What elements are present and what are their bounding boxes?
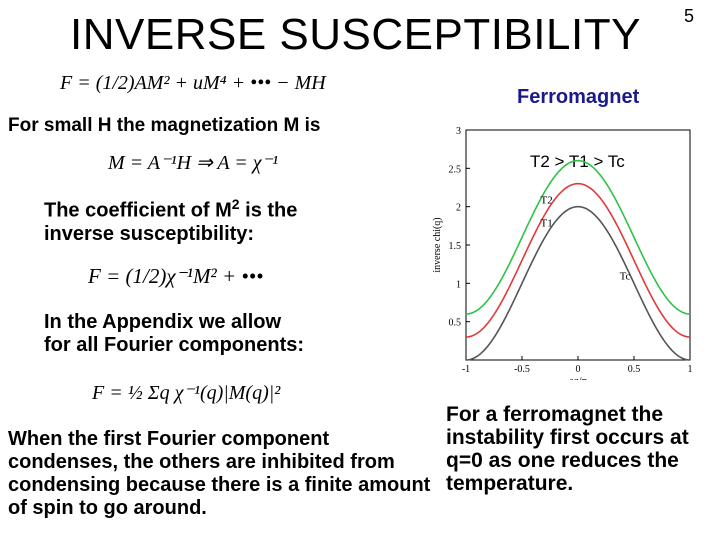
bottom-right-text: For a ferromagnet the instability first …: [446, 403, 689, 495]
chart-legend-text: T2 > T1 > Tc: [530, 152, 625, 171]
plot-frame: [465, 129, 691, 361]
coefficient-line-2: inverse susceptibility:: [44, 222, 255, 245]
chart-title: Ferromagnet: [517, 86, 640, 108]
appendix-line-1: In the Appendix we allow: [44, 311, 282, 333]
x-tick-label: 0: [576, 364, 581, 375]
plot-area: 0.5 1 1.5 2 2.5 3 -1 -0.5 0 0.5 1 aq/π inverse chi(q…: [432, 126, 693, 380]
coefficient-line-1a: The coefficient of M: [44, 199, 232, 222]
x-tick-label: 0.5: [628, 364, 641, 375]
slide-title: INVERSE SUSCEPTIBILITY: [70, 10, 641, 59]
y-tick-label: 0.5: [449, 318, 462, 329]
appendix-line-2: for all Fourier components:: [44, 334, 305, 356]
series-label-T1: T1: [541, 217, 553, 229]
series-line-T2: [465, 159, 691, 315]
series-label-T2: T2: [541, 194, 553, 206]
series-line-Tc: [465, 205, 691, 361]
fourier-equation: F = ½ Σq χ⁻¹(q)|M(q)|²: [92, 382, 281, 404]
y-tick-label: 2: [456, 203, 461, 214]
chart-svg: 0.5 1 1.5 2 2.5 3 -1 -0.5 0 0.5 1 aq/π inverse chi(q…: [432, 126, 693, 380]
x-axis-label: aq/π: [569, 376, 586, 380]
page-number: 5: [684, 6, 695, 26]
x-tick-label: 1: [688, 364, 693, 375]
appendix-text: In the Appendix we allow for all Fourier…: [44, 311, 304, 357]
coefficient-line-1b: is the: [239, 199, 298, 222]
y-tick-label: 3: [456, 126, 461, 137]
series-line-T1: [465, 182, 691, 338]
coefficient-line-1: The coefficient of M2 is the: [44, 193, 297, 223]
coefficient-text: The coefficient of M2 is the inverse sus…: [44, 193, 297, 246]
magnetization-equation: M = A⁻¹H ⇒ A = χ⁻¹: [108, 152, 279, 174]
y-axis-label: inverse chi(q): [432, 217, 443, 272]
y-tick-label: 1: [456, 279, 461, 290]
x-tick-label: -1: [462, 364, 470, 375]
free-energy-equation: F = (1/2)AM² + uM⁴ + ••• − MH: [60, 72, 326, 94]
bottom-left-text: When the first Fourier component condens…: [8, 428, 431, 519]
small-h-text: For small H the magnetization M is: [8, 115, 321, 136]
coefficient-exponent: 2: [231, 196, 240, 212]
x-tick-label: -0.5: [514, 364, 530, 375]
y-tick-label: 2.5: [449, 164, 462, 175]
y-tick-label: 1.5: [449, 241, 462, 252]
free-energy-chi-equation: F = (1/2)χ⁻¹M² + •••: [88, 264, 264, 288]
series-label-Tc: Tc: [620, 270, 631, 282]
